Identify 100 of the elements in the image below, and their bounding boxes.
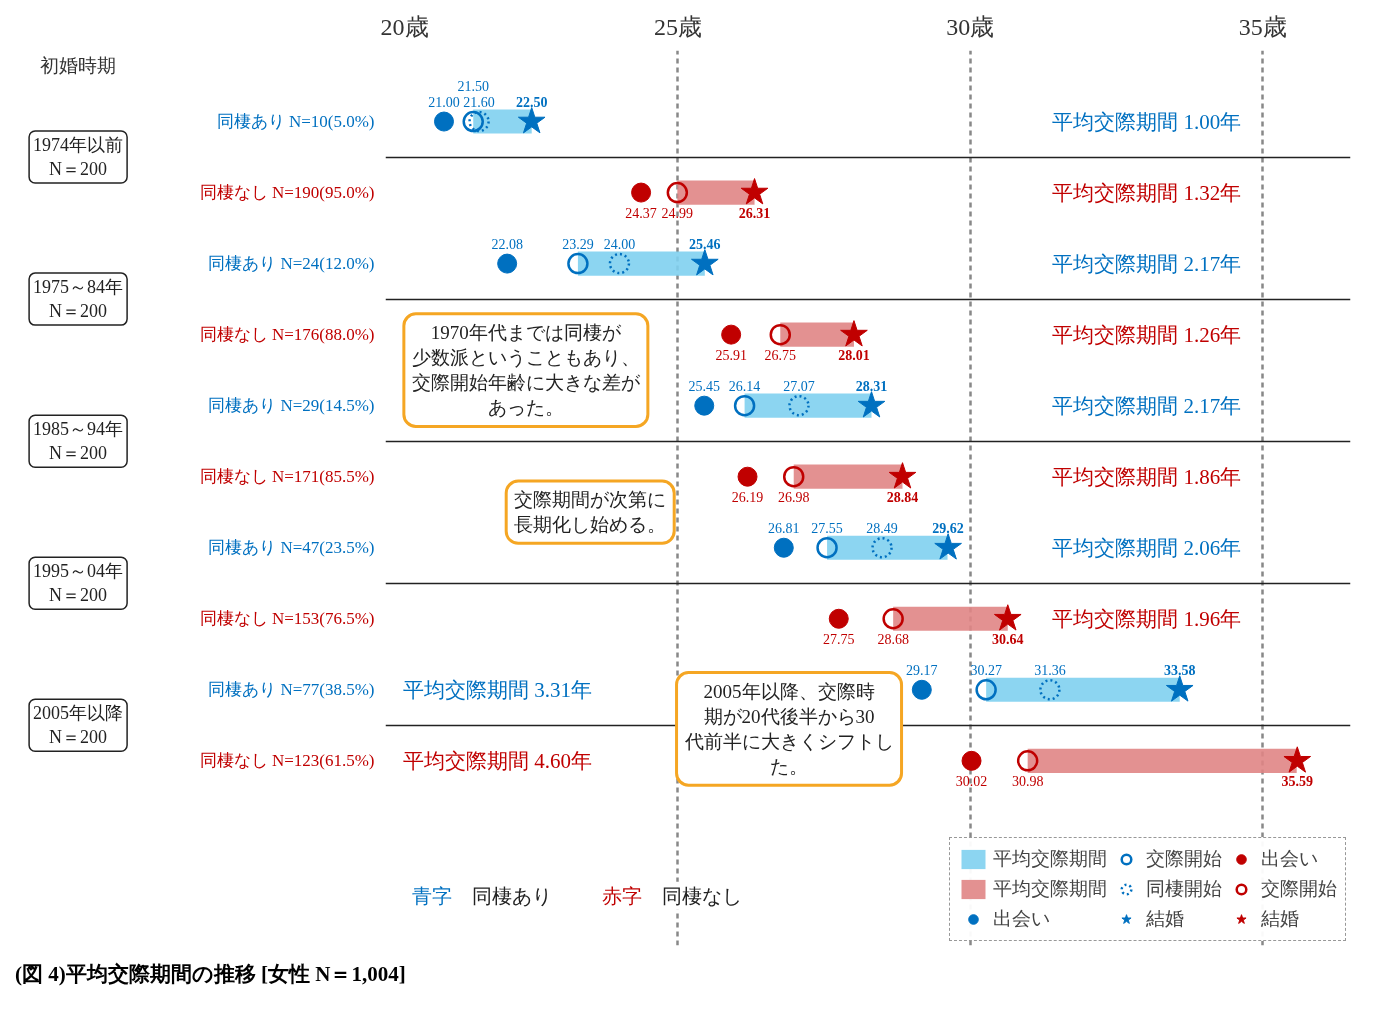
data-label: 30.64 — [992, 631, 1024, 647]
text: 青字 — [411, 884, 452, 907]
point — [721, 324, 742, 345]
data-label: 23.29 — [562, 236, 594, 252]
point — [975, 679, 997, 701]
annotation: 1970年代までは同棲が少数派ということもあり、交際開始年齢に大きな差があった。 — [411, 321, 641, 419]
annotation: 平均交際期間 2.17年 — [1052, 393, 1242, 418]
legend-label: 交際開始 — [1261, 877, 1337, 901]
point — [567, 252, 589, 275]
annotation: 2005年以降、交際時期が20代後半から30代前半に大きくシフトした。 — [683, 680, 894, 778]
data-label: 26.14 — [728, 378, 761, 394]
point — [691, 249, 719, 276]
data-label: 22.08 — [491, 236, 523, 252]
y-tick-label: 同棲あり N=77(38.5%) — [208, 680, 375, 700]
annotation: 平均交際期間 1.32年 — [1052, 180, 1242, 205]
legend-label: 平均交際期間 — [993, 847, 1107, 871]
point — [666, 181, 689, 204]
data-label: 24.99 — [661, 205, 694, 221]
point — [782, 465, 805, 488]
text: 同棲なし — [661, 884, 742, 907]
annotation: 平均交際期間 1.86年 — [1052, 464, 1242, 489]
data-label: 33.58 — [1163, 662, 1196, 678]
data-label: 31.36 — [1034, 662, 1066, 678]
text: 1995～04年 N＝200 — [33, 561, 124, 606]
y-tick-label: 同棲あり N=10(5.0%) — [216, 112, 375, 132]
data-label: 26.98 — [777, 489, 810, 505]
point — [733, 394, 756, 417]
text: 1975～84年 N＝200 — [33, 277, 124, 322]
point — [993, 604, 1022, 631]
data-label: 25.46 — [689, 236, 721, 252]
y-tick-label: 同棲あり N=47(23.5%) — [208, 538, 375, 558]
point — [740, 178, 769, 205]
point — [433, 111, 454, 132]
x-tick-label: 25歳 — [653, 13, 702, 40]
data-label: 28.68 — [877, 631, 909, 647]
data-label: 22.50 — [515, 94, 548, 110]
text: 1985～94年 N＝200 — [33, 419, 124, 464]
point — [631, 182, 652, 203]
legend-label: 出会い — [993, 907, 1050, 931]
data-label: 26.19 — [731, 489, 764, 505]
point — [911, 679, 932, 700]
y-axis-title: 初婚時期 — [40, 54, 117, 76]
data-label: 26.31 — [738, 205, 771, 221]
x-tick-label: 35歳 — [1238, 13, 1287, 40]
data-label: 27.75 — [823, 631, 855, 647]
point — [462, 110, 484, 133]
data-label: 29.62 — [932, 520, 964, 536]
data-label: 26.81 — [768, 520, 800, 536]
legend-label: 同棲開始 — [1146, 877, 1222, 901]
text: (図 4)平均交際期間の推移 [女性 N＝1,004] — [15, 962, 406, 986]
annotation: 交際期間が次第に長期化し始める。 — [514, 489, 667, 536]
point — [961, 750, 982, 771]
point — [1165, 675, 1194, 702]
data-label: 21.50 — [457, 78, 489, 94]
data-label: 27.55 — [811, 520, 843, 536]
y-tick-label: 同棲なし N=190(95.0%) — [199, 183, 375, 203]
point — [888, 462, 917, 489]
data-label: 21.00 — [428, 94, 460, 110]
legend-label: 交際開始 — [1146, 847, 1222, 871]
point — [882, 608, 904, 630]
annotation: 平均交際期間 2.17年 — [1052, 251, 1242, 276]
y-tick-label: 同棲なし N=171(85.5%) — [199, 467, 375, 487]
point — [517, 107, 546, 134]
annotation: 平均交際期間 2.06年 — [1052, 535, 1242, 560]
y-tick-label: 同棲あり N=24(12.0%) — [208, 254, 375, 274]
legend-label: 平均交際期間 — [993, 877, 1107, 901]
data-label: 27.07 — [783, 378, 815, 394]
data-label: 28.49 — [866, 520, 898, 536]
point — [497, 253, 518, 274]
annotation: 平均交際期間 3.31年 — [403, 677, 593, 702]
point — [934, 533, 962, 560]
data-label: 26.75 — [764, 347, 797, 363]
annotation: 平均交際期間 1.00年 — [1052, 109, 1242, 134]
data-label: 29.17 — [906, 662, 938, 678]
legend-label: 結婚 — [1261, 907, 1299, 931]
point — [1283, 746, 1312, 773]
data-label: 30.02 — [955, 773, 988, 789]
text: 同棲あり — [471, 884, 552, 907]
y-tick-label: 同棲なし N=123(61.5%) — [199, 751, 375, 771]
y-tick-label: 同棲なし N=153(76.5%) — [199, 609, 375, 629]
data-label: 30.98 — [1011, 773, 1044, 789]
point — [773, 537, 794, 558]
legend-label: 出会い — [1261, 847, 1318, 871]
data-label: 28.31 — [855, 378, 888, 394]
annotation: 平均交際期間 1.26年 — [1052, 322, 1242, 347]
x-tick-label: 30歳 — [946, 13, 995, 40]
point — [769, 323, 792, 346]
y-tick-label: 同棲あり N=29(14.5%) — [208, 396, 375, 416]
data-label: 24.00 — [603, 236, 636, 252]
point — [816, 536, 838, 559]
data-label: 24.37 — [625, 205, 657, 221]
annotation: 平均交際期間 1.96年 — [1052, 606, 1242, 631]
data-label: 30.27 — [970, 662, 1002, 678]
data-label: 21.60 — [463, 94, 495, 110]
data-label: 28.84 — [886, 489, 919, 505]
y-tick-label: 同棲なし N=176(88.0%) — [199, 325, 375, 345]
point — [737, 466, 758, 487]
x-tick-label: 20歳 — [380, 13, 429, 40]
data-label: 35.59 — [1281, 773, 1314, 789]
point — [857, 391, 886, 418]
